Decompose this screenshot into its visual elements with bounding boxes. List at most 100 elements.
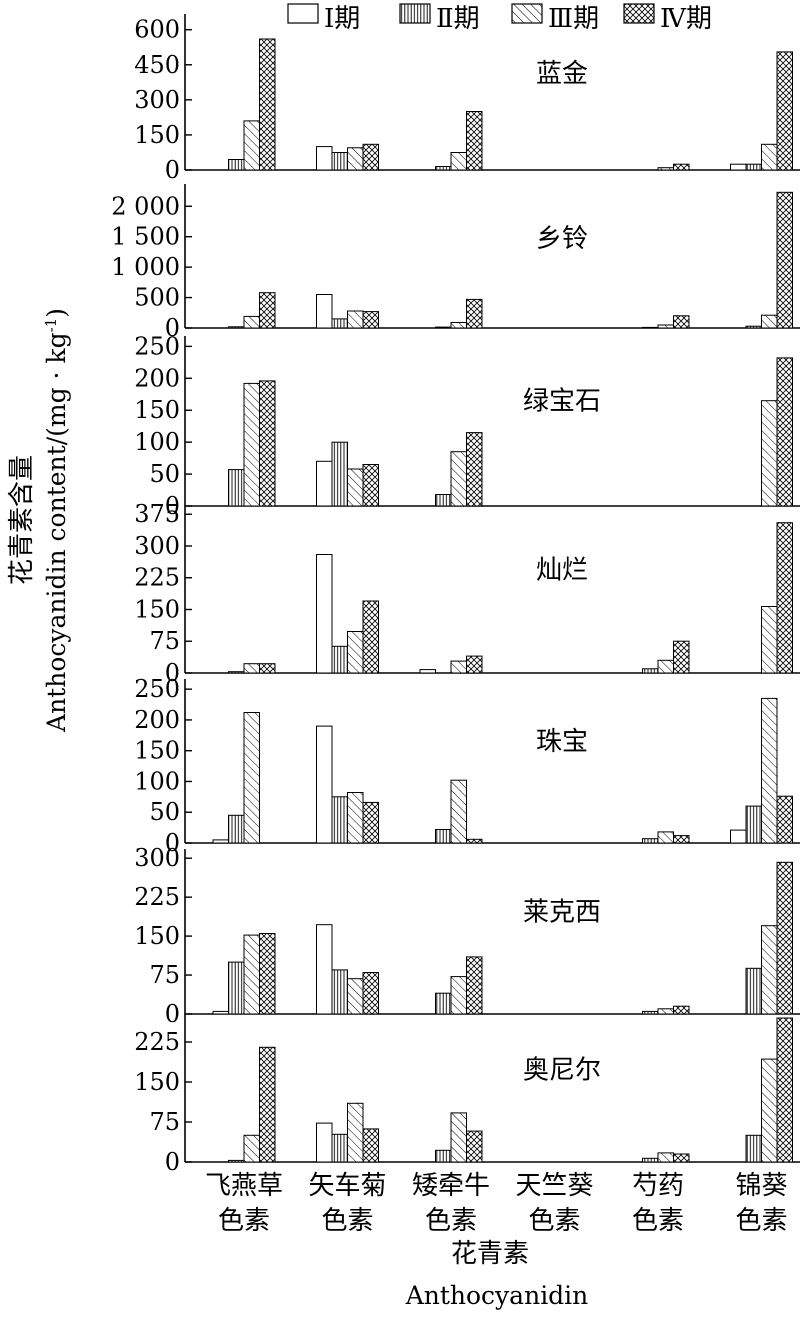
bar-phase-3-delphinidin (243, 120, 260, 171)
bar-phase-4-petunidin (466, 432, 483, 507)
bar-phase-1-cyanidin (316, 460, 333, 507)
legend-swatch-phase-4 (623, 3, 655, 24)
bar-phase-2-malvidin (745, 325, 762, 329)
bar-phase-4-peonidin (673, 315, 690, 329)
bar-phase-2-petunidin (435, 992, 452, 1015)
category-label-peonidin-line2: 色素 (632, 1206, 684, 1236)
bar-phase-3-cyanidin (347, 792, 364, 844)
y-tick-label: 150 (134, 121, 180, 149)
bar-phase-3-peonidin (657, 1008, 674, 1015)
bar-phase-3-petunidin (450, 451, 467, 507)
bar-phase-1-delphinidin (212, 1010, 229, 1015)
x-axis-title-zh: 花青素 (451, 1239, 529, 1269)
bar-phase-1-cyanidin (316, 924, 333, 1015)
y-tick-label: 100 (134, 428, 180, 456)
bar-phase-2-delphinidin (228, 159, 245, 171)
bar-phase-2-peonidin (642, 1010, 659, 1015)
y-axis-title-en-close: ) (42, 308, 71, 318)
category-label-malvidin-line2: 色素 (735, 1206, 787, 1236)
y-tick-label: 75 (149, 627, 180, 655)
y-tick-label: 225 (134, 883, 180, 911)
bar-phase-2-delphinidin (228, 961, 245, 1015)
y-tick-label: 150 (134, 1068, 180, 1096)
legend-swatch-phase-1 (287, 3, 319, 24)
panel-1: 0 150 300 450 600 蓝金 (134, 14, 800, 184)
bar-phase-3-peonidin (657, 659, 674, 674)
y-tick-label: 500 (134, 284, 180, 312)
bar-phase-3-delphinidin (243, 315, 260, 329)
y-tick-label: 100 (134, 767, 180, 795)
bar-phase-3-malvidin (761, 925, 778, 1015)
y-tick-label: 0 (165, 659, 180, 687)
y-tick-label: 250 (134, 675, 180, 703)
y-axis-title-en-sup: -1 (42, 318, 60, 333)
bar-phase-3-delphinidin (243, 663, 260, 674)
y-tick-label: 50 (149, 798, 180, 826)
bar-phase-4-delphinidin (259, 663, 276, 674)
bar-phase-4-petunidin (466, 1130, 483, 1163)
y-tick-label: 0 (165, 1000, 180, 1028)
y-tick-label: 225 (134, 1028, 180, 1056)
y-tick-label: 250 (134, 332, 180, 360)
y-axis-title-en-main: Anthocyanidin content/(mg · kg (42, 332, 71, 733)
bar-phase-2-petunidin (435, 166, 452, 171)
bar-phase-4-cyanidin (362, 600, 379, 674)
bar-phase-1-petunidin (419, 669, 436, 674)
y-tick-label: 1 500 (111, 223, 180, 251)
bar-phase-2-cyanidin (331, 1133, 348, 1163)
y-tick-label: 450 (134, 51, 180, 79)
bar-phase-3-petunidin (450, 152, 467, 171)
category-label-pelargonidin-line2: 色素 (528, 1206, 580, 1236)
category-label-petunidin-line1: 矮牵牛 (412, 1171, 490, 1201)
bar-phase-2-peonidin (642, 326, 659, 329)
bar-phase-3-delphinidin (243, 1134, 260, 1163)
y-axis-title-en: Anthocyanidin content/(mg · kg-1) (42, 308, 71, 733)
y-tick-label: 150 (134, 396, 180, 424)
panel-title: 乡铃 (536, 224, 588, 254)
bar-phase-4-malvidin (776, 795, 793, 844)
y-tick-label: 1 000 (111, 253, 180, 281)
y-tick-label: 0 (165, 1148, 180, 1176)
legend-swatch-phase-2 (399, 3, 431, 24)
legend: Ⅰ期 Ⅱ期 Ⅲ期 Ⅳ期 (287, 3, 712, 34)
bar-phase-2-delphinidin (228, 326, 245, 329)
y-tick-label: 0 (165, 492, 180, 520)
y-tick-label: 300 (134, 844, 180, 872)
bar-phase-3-delphinidin (243, 382, 260, 507)
panel-title: 蓝金 (536, 59, 588, 89)
bar-phase-4-cyanidin (362, 1128, 379, 1163)
bar-phase-4-malvidin (776, 1017, 793, 1163)
bar-phase-3-petunidin (450, 1112, 467, 1163)
bar-phase-4-petunidin (466, 838, 483, 844)
bar-phase-2-petunidin (435, 1149, 452, 1163)
legend-label-phase-3: Ⅲ期 (548, 4, 599, 34)
bar-phase-2-delphinidin (228, 1159, 245, 1163)
bar-phase-4-petunidin (466, 298, 483, 329)
y-tick-label: 200 (134, 706, 180, 734)
category-label-delphinidin-line1: 飞燕草 (205, 1171, 283, 1201)
bar-phase-2-petunidin (435, 829, 452, 844)
panel-7: 0 75 150 225 奥尼尔 (134, 1014, 800, 1176)
bar-phase-4-delphinidin (259, 380, 276, 507)
panel-4: 0 75 150 225 300 375 灿烂 (134, 500, 800, 687)
y-tick-label: 375 (134, 500, 180, 528)
panel-3: 0 50 100 150 200 250 绿宝石 (134, 332, 800, 520)
x-axis-title-en: Anthocyanidin (405, 1281, 589, 1310)
bar-phase-3-cyanidin (347, 310, 364, 329)
bar-phase-4-delphinidin (259, 38, 276, 171)
bar-phase-4-delphinidin (259, 1046, 276, 1163)
legend-label-phase-4: Ⅳ期 (660, 4, 712, 34)
y-tick-label: 200 (134, 364, 180, 392)
bar-phase-4-cyanidin (362, 801, 379, 844)
legend-label-phase-1: Ⅰ期 (324, 4, 360, 34)
bar-phase-3-petunidin (450, 660, 467, 674)
panel-title: 绿宝石 (523, 387, 601, 417)
bar-phase-3-malvidin (761, 400, 778, 507)
y-tick-label: 225 (134, 564, 180, 592)
bar-phase-3-peonidin (657, 167, 674, 171)
legend-swatch-phase-3 (511, 3, 543, 24)
